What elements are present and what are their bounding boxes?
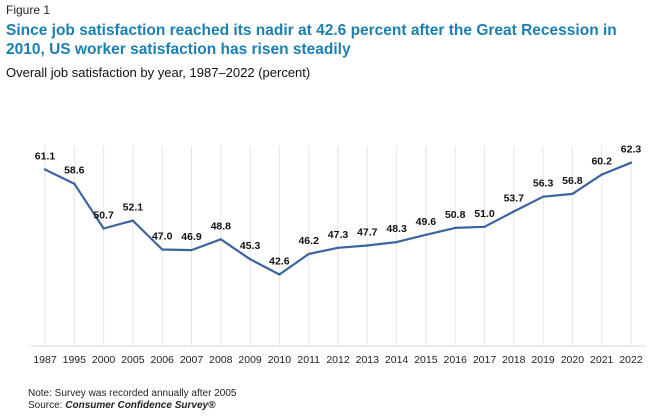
data-point (600, 173, 603, 176)
data-label: 61.1 (35, 150, 56, 162)
x-tick-label: 2014 (385, 354, 409, 366)
source-name: Consumer Confidence Survey® (65, 400, 216, 411)
data-point (541, 195, 545, 198)
data-point (43, 168, 47, 171)
data-point (336, 246, 340, 250)
x-tick-label: 2000 (92, 354, 116, 366)
data-label: 49.6 (416, 216, 437, 228)
x-tick-label: 1987 (33, 354, 57, 366)
data-label: 48.8 (211, 220, 232, 232)
data-label: 60.2 (591, 156, 612, 168)
data-label: 48.3 (386, 223, 407, 235)
x-tick-label: 1995 (63, 354, 87, 366)
data-point (454, 226, 457, 230)
data-point (219, 238, 222, 241)
source-prefix: Source: (28, 400, 66, 411)
chart-note: Note: Survey was recorded annually after… (28, 388, 237, 399)
data-label: 62.3 (621, 144, 642, 156)
data-point (395, 240, 398, 244)
data-label: 50.8 (445, 209, 466, 221)
data-point (512, 210, 515, 213)
data-point (424, 233, 428, 236)
data-label: 47.0 (152, 231, 173, 243)
data-label: 47.3 (328, 229, 349, 241)
data-label: 56.8 (562, 175, 583, 187)
data-point (102, 227, 105, 230)
data-label: 56.3 (533, 178, 554, 190)
data-label: 46.2 (298, 235, 319, 247)
x-tick-label: 2016 (444, 354, 468, 366)
data-label: 45.3 (240, 240, 261, 252)
x-tick-label: 2009 (238, 354, 262, 366)
data-point (483, 225, 486, 229)
data-label: 47.7 (357, 227, 378, 239)
data-point (190, 248, 193, 252)
data-point (278, 273, 281, 276)
x-tick-label: 2010 (268, 354, 292, 366)
data-point (131, 219, 135, 222)
x-tick-label: 2008 (209, 354, 233, 366)
x-tick-label: 2021 (590, 354, 614, 366)
data-point (161, 248, 164, 251)
data-label: 50.7 (93, 210, 114, 222)
data-label: 58.6 (64, 165, 85, 177)
chart-subtitle: Overall job satisfaction by year, 1987–2… (6, 65, 311, 80)
data-label: 53.7 (504, 192, 525, 204)
data-point (73, 182, 76, 185)
x-tick-label: 2005 (121, 354, 145, 366)
data-point (571, 192, 574, 196)
x-tick-label: 2018 (502, 354, 526, 366)
chart-source: Source: Consumer Confidence Survey® (28, 400, 215, 412)
x-tick-label: 2011 (297, 354, 320, 366)
x-tick-label: 2022 (619, 354, 643, 366)
x-tick-label: 2012 (326, 354, 350, 366)
data-label: 51.0 (474, 208, 495, 220)
data-label: 42.6 (269, 255, 290, 267)
x-tick-label: 2007 (180, 354, 204, 366)
data-point (248, 257, 252, 261)
data-point (366, 244, 369, 247)
x-tick-label: 2013 (356, 354, 380, 366)
data-label: 46.9 (181, 231, 202, 243)
x-tick-label: 2019 (531, 354, 555, 366)
data-point (307, 252, 310, 256)
x-tick-label: 2020 (561, 354, 585, 366)
x-tick-label: 2006 (151, 354, 175, 366)
x-tick-label: 2015 (414, 354, 438, 366)
data-point (629, 161, 633, 164)
x-tick-label: 2017 (473, 354, 497, 366)
data-label: 52.1 (123, 202, 144, 214)
figure-label: Figure 1 (6, 3, 51, 17)
chart-title: Since job satisfaction reached its nadir… (6, 22, 617, 58)
